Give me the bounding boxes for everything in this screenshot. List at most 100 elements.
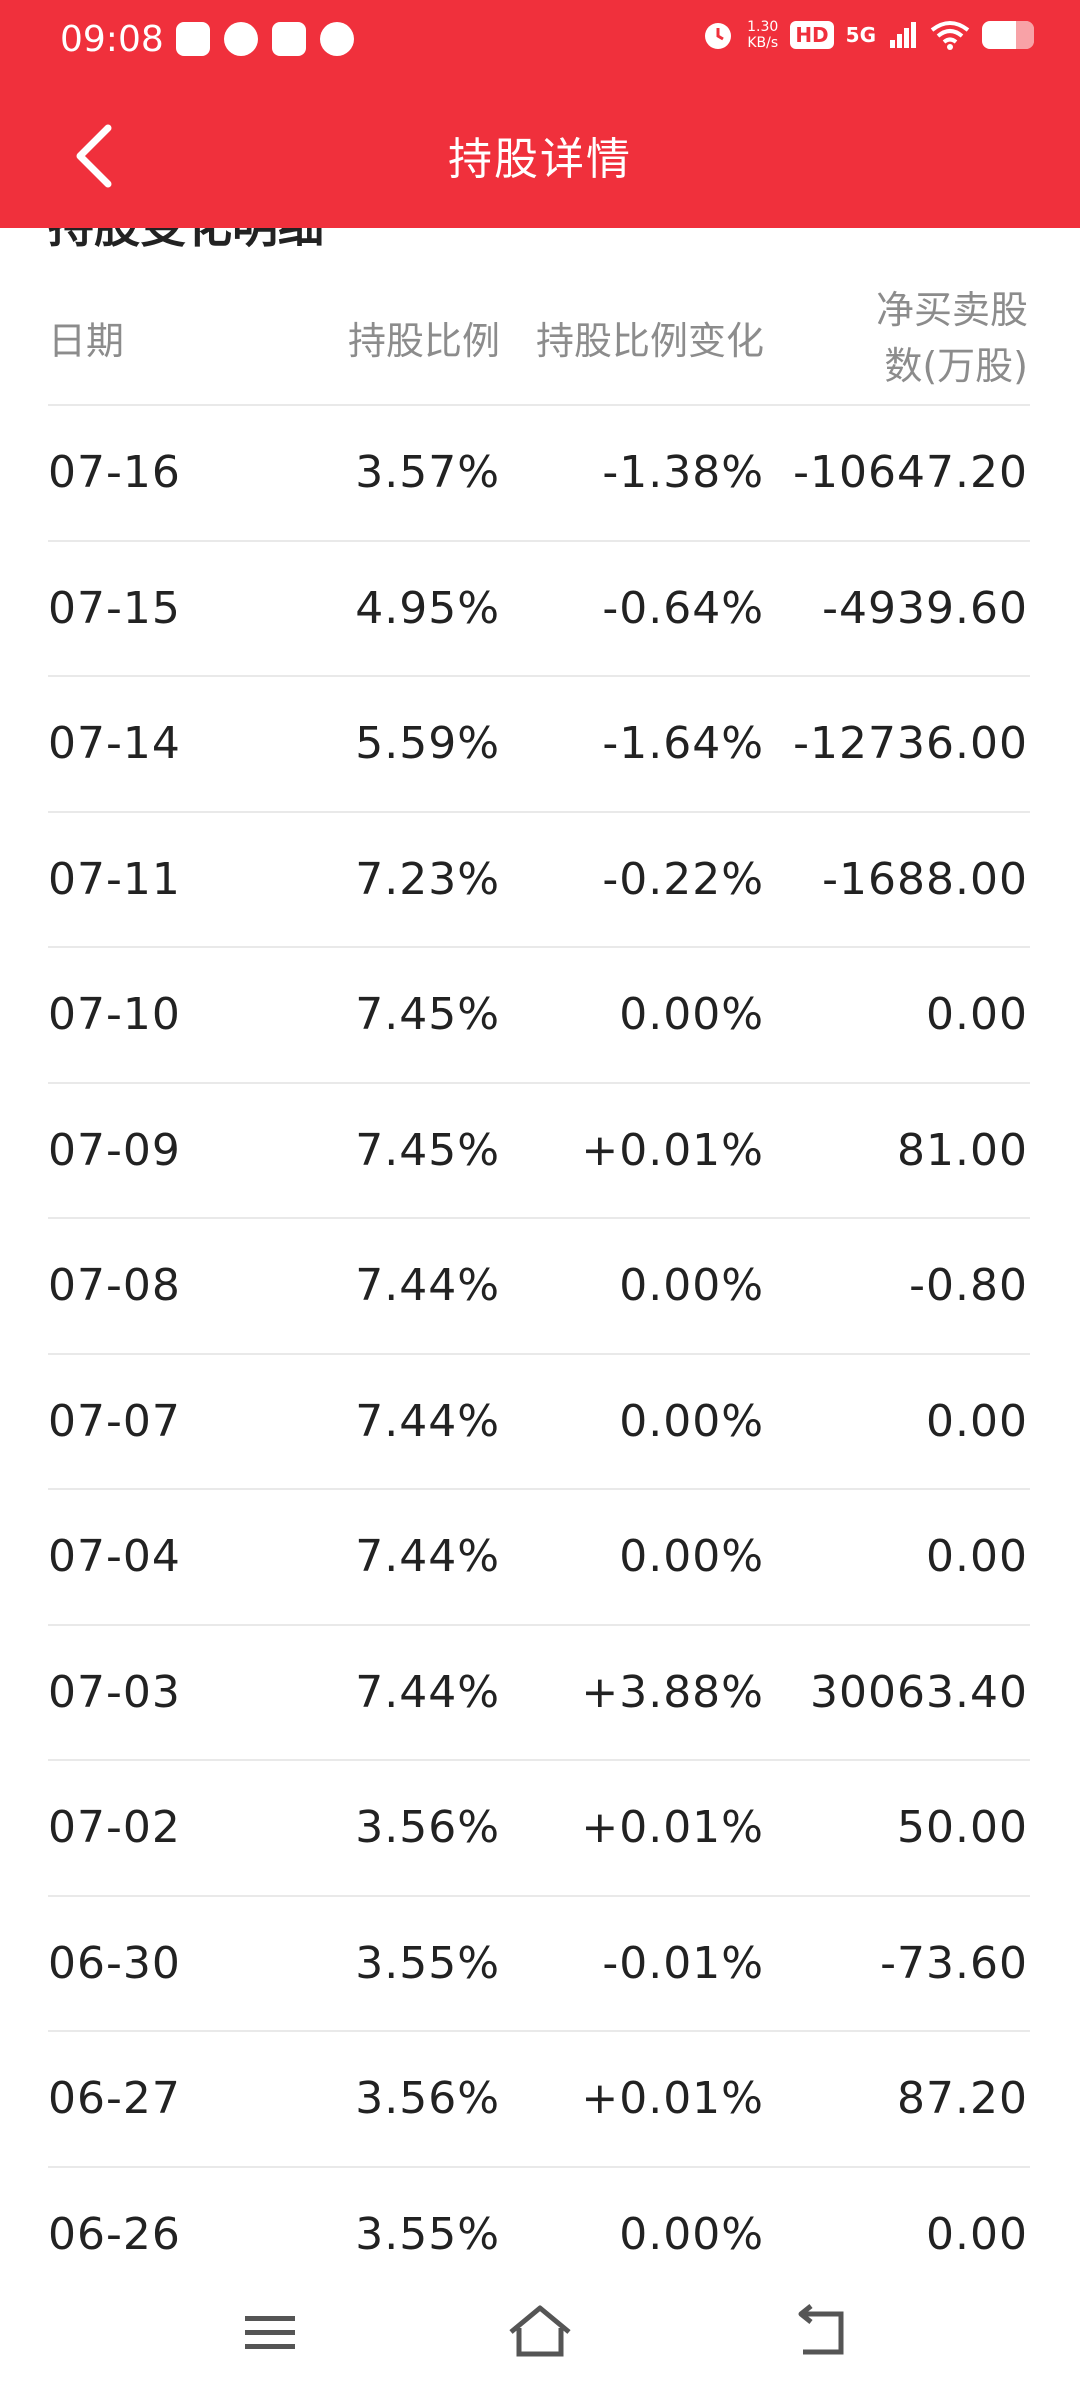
row-net-shares: -1688.00 xyxy=(822,853,1028,905)
row-date: 06-30 xyxy=(48,1937,181,1989)
row-net-shares: -10647.20 xyxy=(793,447,1028,498)
row-net-shares: 81.00 xyxy=(897,1124,1028,1176)
net-speed-unit: KB/s xyxy=(747,35,779,51)
net-speed-value: 1.30 xyxy=(747,19,779,35)
message-icon xyxy=(224,22,258,56)
row-divider xyxy=(48,2030,1030,2032)
app-notification-icon xyxy=(176,22,210,56)
home-icon[interactable] xyxy=(495,2298,585,2368)
row-date: 07-08 xyxy=(48,1260,181,1311)
row-ratio: 7.44% xyxy=(355,1531,500,1582)
row-change: -0.01% xyxy=(602,1937,764,1989)
menu-icon[interactable] xyxy=(225,2298,315,2368)
row-change: +3.88% xyxy=(581,1666,764,1718)
row-net-shares: -0.80 xyxy=(909,1260,1028,1311)
signal-5g: 5G xyxy=(845,23,876,47)
row-ratio: 3.55% xyxy=(355,1937,500,1989)
row-ratio: 4.95% xyxy=(355,582,500,634)
table-row: 07-04 7.44% 0.00% 0.00 xyxy=(0,1489,1080,1624)
row-net-shares: 0.00 xyxy=(926,2208,1028,2260)
wifi-icon xyxy=(930,21,970,50)
app-header: 09:08 1.30 KB/s HD 5G xyxy=(0,0,1080,228)
row-divider xyxy=(48,2165,1030,2168)
row-date: 07-11 xyxy=(48,853,181,905)
row-ratio: 7.44% xyxy=(355,1666,500,1718)
row-date: 06-26 xyxy=(48,2208,181,2260)
row-change: -1.64% xyxy=(602,718,764,769)
row-change: 0.00% xyxy=(619,1531,764,1582)
row-ratio: 7.44% xyxy=(355,1260,500,1311)
table-row: 07-10 7.45% 0.00% 0.00 xyxy=(0,947,1080,1082)
row-divider xyxy=(48,1894,1030,1897)
row-divider xyxy=(48,675,1030,677)
row-ratio: 3.56% xyxy=(355,1802,500,1853)
row-net-shares: 0.00 xyxy=(926,1531,1028,1582)
row-date: 07-09 xyxy=(48,1124,181,1176)
row-divider xyxy=(48,539,1030,542)
chevron-left-icon[interactable] xyxy=(64,116,124,196)
page-title: 持股详情 xyxy=(448,134,632,185)
row-ratio: 7.23% xyxy=(355,853,500,905)
row-change: -0.64% xyxy=(602,582,764,634)
table-row: 06-27 3.56% +0.01% 87.20 xyxy=(0,2031,1080,2166)
status-time: 09:08 xyxy=(60,19,164,60)
row-ratio: 7.45% xyxy=(355,989,500,1040)
table-row: 06-30 3.55% -0.01% -73.60 xyxy=(0,1896,1080,2031)
table-row: 07-16 3.57% -1.38% -10647.20 xyxy=(0,405,1080,540)
table-row: 06-26 3.55% 0.00% 0.00 xyxy=(0,2167,1080,2302)
col-net-shares: 净买卖股 数(万股) xyxy=(772,270,1028,405)
row-divider xyxy=(48,1352,1030,1355)
row-divider xyxy=(48,1759,1030,1761)
row-ratio: 3.57% xyxy=(355,447,500,498)
table-row: 07-02 3.56% +0.01% 50.00 xyxy=(0,1760,1080,1895)
app-badge-icon xyxy=(320,22,354,56)
row-divider xyxy=(48,1217,1030,1219)
row-date: 07-02 xyxy=(48,1802,181,1853)
battery-icon xyxy=(982,21,1034,49)
row-divider xyxy=(48,404,1030,406)
row-divider xyxy=(48,1488,1030,1490)
row-change: 0.00% xyxy=(619,989,764,1040)
row-date: 07-07 xyxy=(48,1395,181,1447)
row-change: -1.38% xyxy=(602,447,764,498)
row-net-shares: -73.60 xyxy=(880,1937,1028,1989)
table-header: 日期 持股比例 持股比例变化 净买卖股 数(万股) xyxy=(0,270,1080,405)
row-divider xyxy=(48,1623,1030,1626)
row-change: 0.00% xyxy=(619,1260,764,1311)
row-date: 07-03 xyxy=(48,1666,181,1718)
status-bar: 09:08 1.30 KB/s HD 5G xyxy=(0,0,1080,80)
row-ratio: 3.55% xyxy=(355,2208,500,2260)
notification-icons xyxy=(176,22,354,56)
hd-badge: HD xyxy=(790,21,834,49)
row-date: 07-16 xyxy=(48,447,181,498)
row-net-shares: 30063.40 xyxy=(810,1666,1028,1718)
title-bar: 持股详情 xyxy=(0,80,1080,228)
table-row: 07-15 4.95% -0.64% -4939.60 xyxy=(0,541,1080,676)
row-date: 07-14 xyxy=(48,718,181,769)
table-row: 07-08 7.44% 0.00% -0.80 xyxy=(0,1218,1080,1353)
table-row: 07-14 5.59% -1.64% -12736.00 xyxy=(0,676,1080,811)
row-date: 07-15 xyxy=(48,582,181,634)
alarm-icon xyxy=(705,23,732,49)
row-divider xyxy=(48,946,1030,948)
table-row: 07-07 7.44% 0.00% 0.00 xyxy=(0,1354,1080,1489)
row-date: 07-10 xyxy=(48,989,181,1040)
col-net-shares-line2: 数(万股) xyxy=(884,343,1028,388)
taobao-icon xyxy=(272,22,306,56)
back-arrow-icon[interactable] xyxy=(777,2298,867,2368)
row-date: 06-27 xyxy=(48,2073,181,2124)
table-row: 07-09 7.45% +0.01% 81.00 xyxy=(0,1083,1080,1218)
row-ratio: 7.44% xyxy=(355,1395,500,1447)
row-change: -0.22% xyxy=(602,853,764,905)
row-net-shares: 0.00 xyxy=(926,1395,1028,1447)
net-speed: 1.30 KB/s xyxy=(747,19,778,51)
row-ratio: 7.45% xyxy=(355,1124,500,1176)
row-change: +0.01% xyxy=(581,2073,764,2124)
table-row: 07-03 7.44% +3.88% 30063.40 xyxy=(0,1625,1080,1760)
row-net-shares: 0.00 xyxy=(926,989,1028,1040)
system-icons: 1.30 KB/s HD 5G xyxy=(701,18,1034,52)
signal-bars-icon xyxy=(890,22,916,48)
row-change: +0.01% xyxy=(581,1802,764,1853)
system-nav-bar xyxy=(0,2262,1080,2408)
col-change: 持股比例变化 xyxy=(535,319,764,363)
